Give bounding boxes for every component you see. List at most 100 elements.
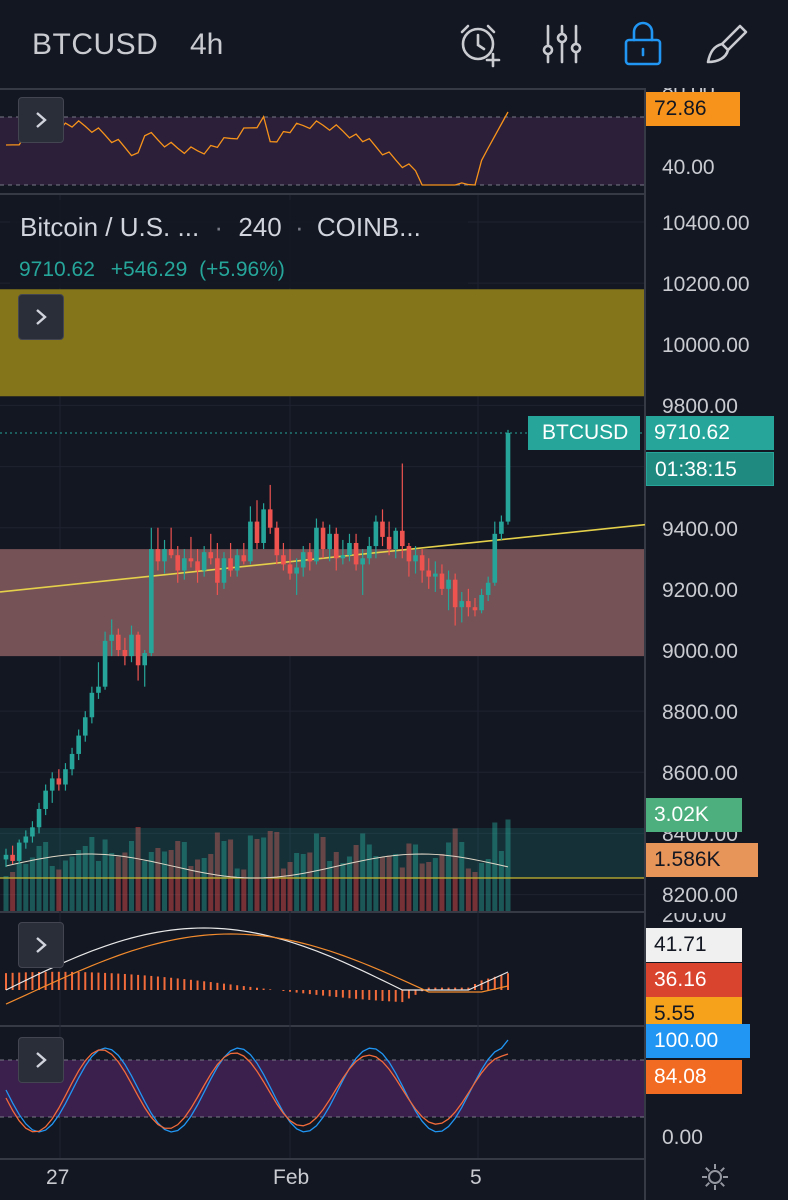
rsi-axis-label: 40.00	[662, 156, 715, 179]
panel-divider[interactable]	[0, 1025, 645, 1027]
candle-body	[102, 640, 108, 687]
stoch-d-line	[5, 1049, 509, 1133]
macd-histogram-bar	[5, 973, 7, 990]
legend-separator: ·	[214, 212, 224, 242]
candle-body	[466, 601, 471, 608]
volume-bar	[472, 872, 478, 911]
price-axis-label: 8600.00	[662, 762, 738, 785]
candle-body	[419, 555, 425, 571]
macd-expand-button[interactable]	[18, 922, 64, 968]
candle-body	[43, 790, 48, 809]
candle-body	[386, 536, 392, 550]
macd-histogram-bar	[117, 973, 120, 990]
price-axis-label: 8200.00	[662, 884, 738, 907]
symbol-label[interactable]: BTCUSD	[32, 28, 159, 61]
macd-histogram-bar	[388, 990, 391, 1002]
candle-body	[406, 546, 412, 562]
macd-histogram-bar	[163, 977, 166, 990]
volume-bar	[95, 861, 101, 911]
candle-body	[109, 634, 114, 641]
volume-bar	[380, 857, 385, 911]
macd-histogram-bar	[328, 990, 331, 997]
volume-bar	[479, 863, 485, 911]
price-zone	[0, 549, 644, 657]
panel-divider[interactable]	[0, 911, 645, 913]
volume-bar	[188, 866, 194, 911]
symbol-legend[interactable]: Bitcoin / U.S. ... · 240 · COINB... 9710…	[10, 200, 468, 288]
candle-body	[366, 546, 372, 559]
volume-bar	[16, 863, 22, 911]
stoch-expand-button[interactable]	[18, 1037, 64, 1083]
main-expand-button[interactable]	[18, 294, 64, 340]
legend-title-row: Bitcoin / U.S. ... · 240 · COINB...	[20, 212, 421, 243]
candlestick-series	[3, 429, 511, 868]
rsi-expand-button[interactable]	[18, 97, 64, 143]
volume-bar	[109, 853, 115, 911]
candle-body	[208, 552, 214, 559]
candle-body	[215, 558, 220, 583]
settings-icon[interactable]	[700, 1162, 730, 1192]
candle-body	[82, 717, 88, 736]
indicators-icon[interactable]	[538, 20, 586, 68]
panel-divider[interactable]	[0, 193, 645, 195]
panel-divider	[0, 88, 645, 90]
macd-histogram-bar	[90, 972, 93, 990]
volume-bar	[406, 843, 412, 911]
candle-body	[380, 521, 385, 537]
chart-canvas[interactable]	[0, 0, 645, 1200]
drawing-brush-icon[interactable]	[702, 20, 750, 68]
macd-histogram-bar	[170, 977, 173, 990]
lock-icon[interactable]	[620, 20, 668, 68]
price-zone	[0, 289, 644, 397]
macd-histogram-bar	[242, 986, 245, 990]
candle-body	[149, 549, 154, 654]
legend-exchange: COINB...	[316, 212, 421, 242]
volume-bar	[142, 861, 148, 911]
macd-histogram-bar	[143, 975, 146, 990]
stoch-d-tag: 84.08	[646, 1060, 742, 1094]
top-toolbar: BTCUSD 4h	[0, 0, 788, 88]
alarm-add-icon[interactable]	[456, 20, 504, 68]
time-axis-label: 5	[470, 1166, 482, 1189]
volume-bar	[320, 837, 326, 911]
candle-body	[76, 735, 81, 754]
volume-bar	[135, 827, 141, 911]
price-axis-border	[644, 88, 646, 1200]
macd-histogram-bar	[123, 973, 126, 990]
volume-bar	[373, 856, 379, 911]
macd-histogram-bar	[355, 990, 358, 999]
volume-bar	[485, 859, 491, 911]
candle-body	[307, 552, 313, 562]
candle-body	[248, 521, 253, 562]
macd-histogram-bar	[222, 983, 225, 990]
volume-bar	[56, 869, 62, 911]
macd-histogram-bar	[440, 987, 443, 990]
price-axis-label: 8800.00	[662, 701, 738, 724]
timeframe-label[interactable]: 4h	[190, 28, 224, 61]
macd-histogram-bar	[467, 987, 470, 990]
macd-histogram-bar	[31, 972, 34, 990]
macd-histogram-bar	[460, 987, 463, 990]
legend-interval: 240	[238, 212, 282, 242]
time-axis-label: Feb	[273, 1166, 310, 1189]
volume-bar	[168, 850, 174, 911]
macd-histogram-bar	[130, 974, 133, 990]
macd-value-tag: 41.71	[646, 928, 742, 962]
bar-countdown-tag: 01:38:15	[646, 452, 774, 486]
volume-bar	[175, 841, 181, 911]
candle-body	[400, 530, 405, 547]
time-axis-label: 27	[46, 1166, 70, 1189]
volume-bar	[10, 872, 16, 911]
macd-histogram-bar	[447, 987, 450, 990]
candle-body	[168, 549, 174, 556]
volume-bar	[360, 833, 366, 911]
stoch-band	[0, 1060, 644, 1117]
volume-bar	[195, 859, 201, 911]
volume-zone	[0, 828, 644, 878]
panel-divider	[0, 1158, 645, 1160]
macd-histogram-bar	[176, 978, 179, 990]
volume-tag: 3.02K	[646, 798, 742, 832]
legend-close: 9710.62	[19, 258, 95, 281]
candle-body	[353, 543, 359, 565]
macd-histogram-bar	[57, 971, 60, 990]
